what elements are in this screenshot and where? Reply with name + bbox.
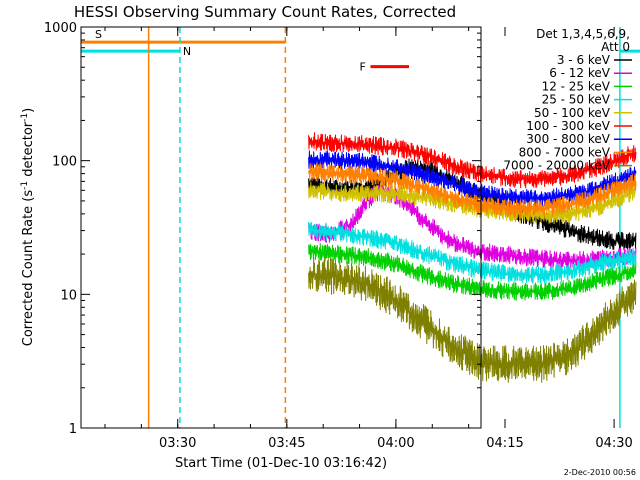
legend-entry-label: 7000 - 20000 keV xyxy=(503,159,610,173)
series-layer xyxy=(308,132,637,383)
y-axis-label-end: ) xyxy=(21,108,36,113)
y-axis-label-main: Corrected Count Rate (s xyxy=(21,190,36,347)
x-tick-label: 03:30 xyxy=(159,436,196,451)
legend-entry-label: 12 - 25 keV xyxy=(542,79,611,93)
series-line xyxy=(308,132,637,189)
x-tick-label: 04:30 xyxy=(595,436,632,451)
chart-title: HESSI Observing Summary Count Rates, Cor… xyxy=(74,3,456,21)
x-tick-label: 03:45 xyxy=(268,436,305,451)
legend-entry-label: 800 - 7000 keV xyxy=(519,145,611,159)
legend-title-detectors: Det 1,3,4,5,6,9, xyxy=(536,27,630,41)
x-tick-label: 04:15 xyxy=(486,436,523,451)
series-line xyxy=(308,222,637,285)
legend-entry-label: 3 - 6 keV xyxy=(557,53,611,67)
y-axis: 1 10 100 1000 xyxy=(44,21,481,437)
legend-entry-label: 6 - 12 keV xyxy=(549,66,611,80)
legend-entry-label: 25 - 50 keV xyxy=(542,93,611,107)
date-stamp: 2-Dec-2010 00:56 xyxy=(564,468,636,477)
series-line xyxy=(308,256,637,383)
legend-entry-label: 100 - 300 keV xyxy=(526,119,610,133)
y-axis-label-sup-2: -1 xyxy=(20,113,30,122)
legend-entry-label: 300 - 800 keV xyxy=(526,132,610,146)
flag-label: F xyxy=(359,61,365,74)
flag-label: S xyxy=(95,28,102,41)
y-tick-label: 100 xyxy=(52,155,77,170)
x-axis-label: Start Time (01-Dec-10 03:16:42) xyxy=(175,456,387,471)
legend-entry-label: 50 - 100 keV xyxy=(534,106,611,120)
series-line xyxy=(308,163,637,218)
legend-title-attenuator: Att 0 xyxy=(601,40,630,54)
flag-label: N xyxy=(183,45,191,58)
plot-frame xyxy=(80,26,482,429)
y-tick-label: 1000 xyxy=(44,21,77,36)
y-axis-label-mid: detector xyxy=(21,121,36,181)
y-axis-label-sup-1: -1 xyxy=(20,181,30,190)
series-line xyxy=(308,150,637,207)
series-line xyxy=(308,243,637,301)
x-tick-label: 04:00 xyxy=(377,436,414,451)
flags-layer: S N F xyxy=(81,28,640,74)
y-tick-label: 1 xyxy=(69,422,77,437)
series-line xyxy=(308,181,637,225)
y-axis-label: Corrected Count Rate (s-1 detector-1) xyxy=(20,108,36,346)
y-tick-label: 10 xyxy=(60,288,77,303)
vlines-layer xyxy=(147,27,621,428)
